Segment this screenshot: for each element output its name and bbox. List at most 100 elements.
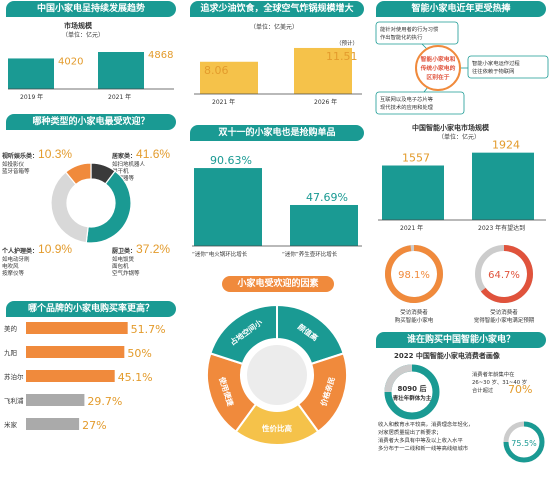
survey-donut-value-0: 98.1%	[398, 270, 430, 281]
cat-br-desc-1: 如电饭煲	[112, 257, 135, 263]
d11-label-2: “迷你”养生壶环比增长	[282, 250, 338, 258]
air-unit: （单位：亿美元）	[250, 24, 299, 31]
income-text-1: 收入和教育水平较高，消费理念年轻化，	[378, 420, 473, 428]
survey-donut-fill-1	[480, 245, 533, 303]
bubble-r-box	[467, 55, 549, 79]
cat-bl-value: 10.9%	[38, 242, 73, 256]
market-value-1: 4868	[148, 50, 173, 61]
banner-air-fryer: 追求少油饮食，全球空气炸锅规模增大	[190, 1, 364, 17]
brand-label-4: 米家	[4, 420, 18, 429]
d11-label-1: “迷你”电火锅环比增长	[192, 250, 248, 258]
cat-br-value: 37.2%	[136, 242, 171, 256]
brand-value-4: 27%	[82, 419, 106, 432]
donut2-label-1: 受访消费者	[490, 308, 518, 316]
factor-slice-4	[209, 303, 278, 366]
bubble-center	[415, 45, 461, 91]
survey-donut-value-1: 64.7%	[488, 270, 520, 281]
brand-label-3: 飞利浦	[4, 396, 24, 405]
market-bar-chart: 4020 4868 2019 年 2021 年	[8, 50, 174, 101]
smart-bar-0	[382, 165, 444, 220]
air-label-2021: 2021 年	[212, 98, 235, 106]
banner-market-trend: 中国小家电呈持续发展趋势	[6, 1, 176, 17]
d11-value-1: 47.69%	[306, 191, 348, 204]
air-bar-1	[294, 47, 352, 94]
category-slice-3	[64, 162, 92, 186]
income-text-4: 多分布于一二线和新一线等高线级城市	[378, 444, 469, 452]
smart-value-1: 1924	[492, 140, 520, 152]
donut2-label-2: 觉得智能小家电满足预期	[474, 316, 535, 324]
brand-bar-0	[26, 322, 128, 334]
portrait-graphic: 8090 后 青壮年群体为主 消费者年龄集中在 26~30 岁、31~40 岁 …	[378, 364, 545, 463]
air-value-1: 11.51	[326, 50, 358, 63]
survey-donut-fill-0	[385, 245, 443, 303]
banner-popular-factors: 小家电受欢迎的因素	[222, 276, 334, 292]
d11-value-0: 90.63%	[210, 154, 252, 167]
brand-label-2: 苏泊尔	[4, 372, 24, 381]
cat-tr-name: 居家类：	[112, 153, 137, 160]
cat-bottom-right: 厨卫类：37.2% 如电饭煲 面包机 空气炸锅等	[112, 238, 184, 278]
cat-bl-desc-3: 按摩仪等	[2, 271, 25, 277]
brand-value-1: 50%	[127, 347, 151, 360]
d11-bar-1	[290, 204, 358, 246]
market-bar-1	[98, 52, 144, 89]
age-text-1: 消费者年龄集中在	[472, 370, 514, 378]
category-slice-2	[50, 171, 89, 244]
cat-br-desc-3: 空气炸锅等	[112, 271, 140, 277]
bubble-center-2: 传统小家电的	[420, 64, 456, 72]
bubble-bl-1: 互联网以及电子芯片等	[380, 95, 434, 103]
smart-market-bar-chart: 1557 1924 2021 年 2023 年有望达到	[378, 140, 546, 232]
cat-bl-name: 个人护理类：	[2, 248, 39, 255]
bubble-center-3: 区别在于	[426, 73, 449, 81]
ring-text-1: 8090 后	[398, 384, 427, 393]
air-note: （预计）	[336, 39, 358, 47]
bubble-center-1: 智能小家电和	[420, 55, 456, 63]
ring-text-2: 青壮年群体为主	[393, 394, 432, 402]
donut1-label-2: 购买智能小家电	[395, 316, 434, 324]
brand-bar-2	[26, 370, 115, 382]
smart-market-unit: （单位：亿元）	[438, 134, 481, 141]
cat-br-desc-2: 面包机	[112, 264, 129, 270]
brand-label-0: 美的	[4, 324, 18, 333]
bubble-tl-1: 能针对使用者的行为习惯	[380, 25, 439, 33]
cat-bl-desc-2: 电吹风	[2, 264, 19, 270]
factor-center	[247, 345, 307, 405]
cat-tl-desc-1: 如投影仪	[2, 162, 25, 168]
bottom-ring-fill	[503, 421, 545, 463]
income-text-3: 消费者大多具有中等及以上收入水平	[378, 436, 463, 444]
air-value-0: 8.06	[204, 64, 229, 77]
smart-bar-1	[472, 152, 534, 220]
air-fryer-bar-chart: 8.06 11.51 2021 年 2026 年 （预计）	[194, 39, 362, 106]
category-slice-1	[85, 170, 132, 244]
bubble-r-2: 往往依赖于物联网	[472, 67, 514, 75]
bubble-r-1: 智能小家电运作过程	[472, 59, 520, 67]
market-title: 市场规模	[64, 22, 92, 30]
age-ring-rest	[384, 364, 413, 393]
age-text-3: 合计超过	[472, 386, 494, 394]
cat-top-left: 视听娱乐类：10.3% 如投影仪 蓝牙音箱等	[2, 143, 82, 176]
brand-bar-chart: 美的 51.7% 九阳 50% 苏泊尔 45.1% 飞利浦 29.7% 米家 27%	[4, 322, 166, 432]
factor-label-2: 性价比高	[262, 423, 292, 433]
brand-value-2: 45.1%	[118, 371, 153, 384]
difference-diagram: 能针对使用者的行为习惯 作出智能化的执行 智能小家电运作过程 往往依赖于物联网 …	[375, 21, 549, 115]
brand-bar-3	[26, 394, 85, 406]
category-donut	[50, 162, 132, 244]
brand-label-1: 九阳	[4, 348, 17, 357]
portrait-title: 2022 中国智能小家电消费者画像	[394, 352, 500, 360]
cat-tl-desc-2: 蓝牙音箱等	[2, 169, 30, 175]
smart-market-title: 中国智能小家电市场规模	[412, 124, 489, 132]
cat-br-name: 厨卫类：	[112, 248, 137, 255]
banner-who-buys: 谁在购买中国智能小家电？	[376, 332, 546, 348]
bubble-tl-box	[375, 21, 459, 45]
market-label-2019: 2019 年	[20, 93, 43, 101]
market-bar-0	[8, 58, 54, 89]
bubble-bl-box	[375, 91, 465, 115]
age-value: 70%	[508, 383, 532, 396]
cat-tr-desc-1: 如扫地机器人	[112, 162, 146, 168]
smart-label-2023: 2023 年有望达到	[478, 224, 525, 232]
donut1-label-1: 受访消费者	[400, 308, 428, 316]
banner-double-eleven: 双十一的小家电也是抢购单品	[190, 125, 364, 141]
cat-bl-desc-1: 如电动牙刷	[2, 257, 30, 263]
bubble-tl-2: 作出智能化的执行	[380, 33, 423, 41]
banner-smart-appliances: 智能小家电近年更受热捧	[376, 1, 546, 17]
